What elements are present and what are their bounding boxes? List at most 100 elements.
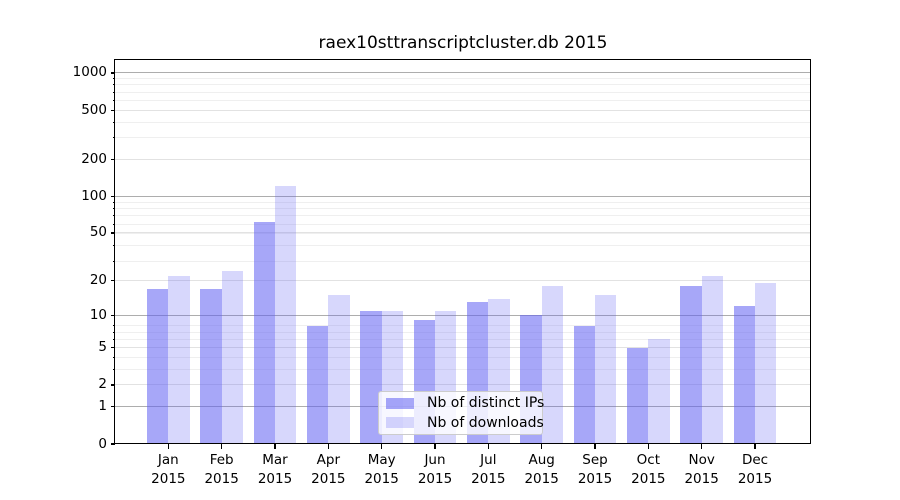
gridline-599 [115, 99, 811, 101]
bar-mar-ips [253, 222, 275, 444]
y-tick-label-1000: 1000 [72, 64, 107, 81]
bar-jan-ips [147, 288, 169, 444]
month-label: Jun [424, 452, 446, 468]
y-tick-label-50: 50 [89, 224, 107, 241]
bar-apr-downloads [328, 295, 350, 444]
month-label: Aug [528, 452, 555, 468]
y-minortick-899 [112, 78, 115, 80]
gridline-7 [115, 331, 811, 333]
x-tick-aug [541, 444, 543, 449]
y-tick-label-500: 500 [81, 101, 107, 118]
month-label: Feb [209, 452, 234, 468]
y-tick-100 [110, 195, 115, 197]
month-label: Sep [582, 452, 608, 468]
x-tick-oct [647, 444, 650, 449]
y-tick-1000 [110, 72, 115, 74]
y-minortick-69 [112, 215, 115, 217]
month-label: Mar [262, 452, 288, 468]
gridline-89 [115, 201, 811, 203]
bar-dec-ips [733, 306, 755, 444]
y-minortick-599 [112, 99, 115, 101]
y-minortick-4 [112, 357, 115, 359]
y-minortick-29 [112, 260, 115, 262]
month-label: Nov [688, 452, 715, 468]
gridline-59 [115, 223, 811, 225]
x-tick-label-feb: Feb 2015 [190, 451, 254, 489]
y-minortick-699 [112, 91, 115, 93]
year-label: 2015 [364, 471, 399, 487]
y-tick-label-100: 100 [81, 187, 107, 204]
y-minortick-299 [112, 137, 115, 139]
gridline-500 [115, 109, 811, 111]
month-label: Oct [636, 452, 660, 468]
x-tick-label-oct: Oct 2015 [616, 451, 680, 489]
gridline-1000 [115, 72, 811, 74]
y-minortick-89 [112, 201, 115, 203]
gridline-6 [115, 338, 811, 340]
year-label: 2015 [524, 471, 559, 487]
bar-sep-ips [573, 325, 595, 444]
y-minortick-8 [112, 325, 115, 327]
bar-aug-downloads [541, 285, 563, 444]
y-minortick-39 [112, 245, 115, 247]
gridline-3 [115, 369, 811, 371]
bar-jan-downloads [168, 275, 190, 444]
y-tick-5 [110, 347, 115, 349]
gridline-799 [115, 84, 811, 86]
y-tick-10 [110, 314, 115, 316]
year-label: 2015 [471, 471, 506, 487]
y-minortick-799 [112, 84, 115, 86]
gridline-399 [115, 121, 811, 123]
year-label: 2015 [737, 471, 773, 487]
bar-apr-ips [307, 325, 329, 444]
x-tick-nov [701, 444, 703, 449]
x-tick-label-may: May 2015 [350, 451, 414, 489]
gridline-899 [115, 78, 811, 80]
y-minortick-399 [112, 121, 115, 123]
y-tick-label-200: 200 [81, 150, 107, 167]
y-tick-200 [110, 158, 115, 160]
y-minortick-6 [112, 338, 115, 340]
bar-oct-ips [627, 347, 649, 444]
y-minortick-49 [112, 233, 115, 235]
gridline-49 [115, 233, 811, 235]
bar-nov-downloads [701, 275, 723, 444]
gridline-299 [115, 137, 811, 139]
bar-feb-ips [200, 288, 222, 444]
bar-nov-ips [680, 285, 702, 444]
gridline-69 [115, 215, 811, 217]
gridline-79 [115, 208, 811, 210]
x-tick-feb [221, 444, 223, 449]
plot-area [115, 60, 811, 444]
x-tick-jan [167, 444, 170, 449]
y-tick-0 [110, 443, 115, 445]
y-minortick-499 [112, 109, 115, 111]
y-tick-label-20: 20 [89, 271, 107, 288]
month-label: Jul [480, 452, 497, 468]
bar-oct-downloads [648, 339, 670, 444]
legend-entry-downloads: Nb of downloads [386, 415, 544, 432]
month-label: Apr [316, 452, 340, 468]
y-tick-label-2: 2 [98, 376, 107, 393]
gridline-4 [115, 357, 811, 359]
year-label: 2015 [577, 471, 613, 487]
y-minortick-3 [112, 369, 115, 371]
bar-dec-downloads [755, 283, 777, 444]
legend-swatch-downloads [386, 417, 414, 429]
gridline-50 [115, 232, 811, 234]
x-tick-label-aug: Aug 2015 [510, 451, 574, 489]
x-tick-label-apr: Apr 2015 [296, 451, 360, 489]
y-tick-50 [110, 232, 115, 234]
y-tick-label-0: 0 [98, 435, 107, 452]
legend: Nb of distinct IPs Nb of downloads [378, 391, 545, 435]
x-tick-dec [754, 444, 756, 449]
gridline-29 [115, 260, 811, 262]
bar-sep-downloads [595, 295, 617, 444]
legend-label-downloads: Nb of downloads [427, 414, 544, 431]
x-tick-mar [274, 444, 276, 449]
y-minortick-79 [112, 208, 115, 210]
legend-label-distinct-ips: Nb of distinct IPs [427, 395, 545, 412]
gridline-8 [115, 325, 811, 327]
year-label: 2015 [417, 471, 453, 487]
y-minortick-59 [112, 223, 115, 225]
